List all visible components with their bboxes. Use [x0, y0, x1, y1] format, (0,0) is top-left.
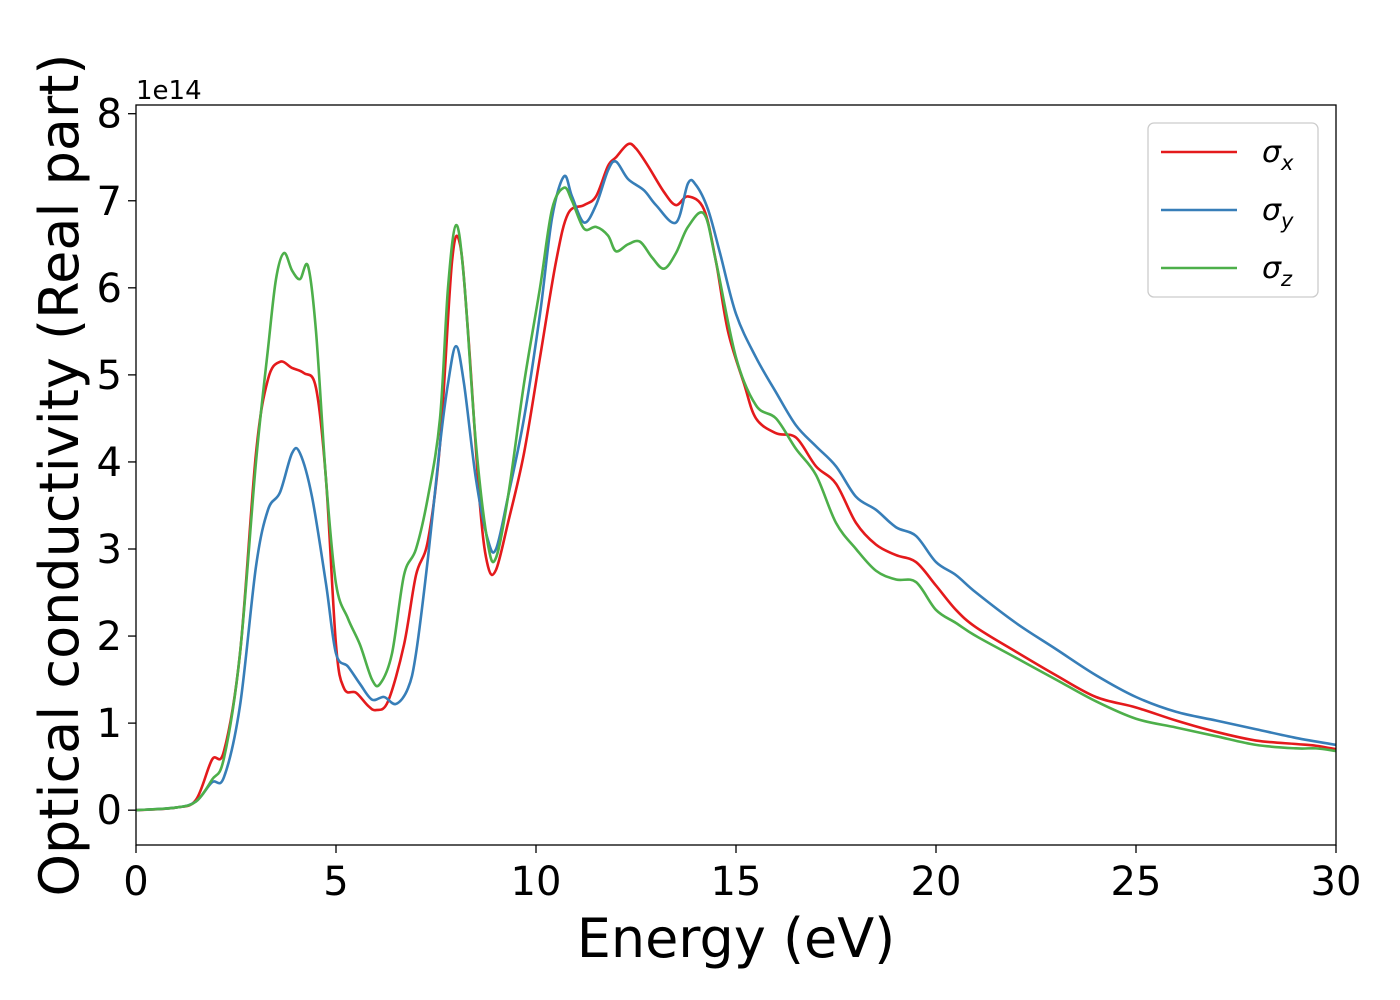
y-tick-label: 6	[97, 266, 122, 312]
x-tick-label: 25	[1111, 859, 1162, 905]
legend-label-z: σz	[1262, 251, 1293, 291]
legend-label-y: σy	[1262, 193, 1294, 233]
y-tick-label: 0	[97, 788, 122, 834]
x-tick-label: 15	[711, 859, 762, 905]
x-axis-label: Energy (eV)	[577, 907, 896, 970]
legend-label-x: σx	[1262, 135, 1294, 175]
series-line-z	[135, 186, 1337, 812]
x-tick-label: 5	[323, 859, 348, 905]
x-tick-label: 0	[123, 859, 148, 905]
series-line-x	[135, 142, 1337, 812]
y-axis-label: Optical conductivity (Real part)	[28, 54, 91, 897]
y-tick-label: 2	[97, 614, 122, 660]
x-tick-label: 10	[511, 859, 562, 905]
x-tick-label: 20	[911, 859, 962, 905]
y-tick-label: 8	[97, 92, 122, 138]
plot-lines	[135, 142, 1337, 812]
x-tick-label: 30	[1311, 859, 1362, 905]
y-tick-label: 3	[97, 527, 122, 573]
y-tick-label: 7	[97, 179, 122, 225]
y-axis-ticks: 0 1 2 3 4 5 6 7 8	[97, 92, 136, 834]
y-tick-label: 1	[97, 701, 122, 747]
legend: σx σy σz	[1147, 122, 1319, 298]
y-tick-label: 5	[97, 353, 122, 399]
x-axis-ticks: 0 5 10 15 20 25 30	[123, 845, 1361, 905]
y-offset-label: 1e14	[136, 76, 202, 106]
y-tick-label: 4	[97, 440, 122, 486]
series-line-y	[135, 159, 1337, 812]
